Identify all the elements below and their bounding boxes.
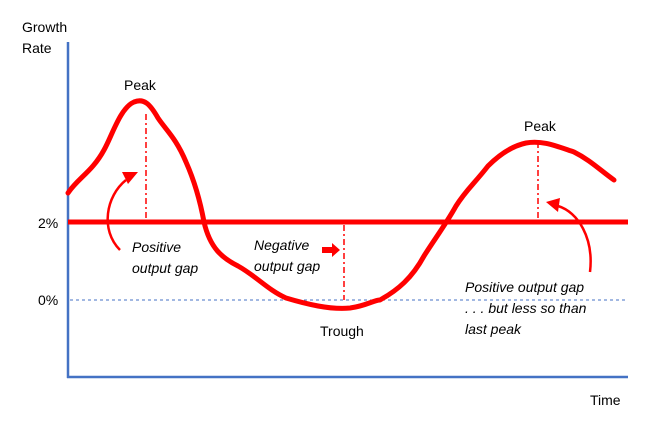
- positive-gap-1-line1: Positive: [132, 239, 181, 255]
- tick-label-2pct: 2%: [38, 215, 58, 231]
- y-axis-label-line2: Rate: [22, 40, 52, 56]
- positive-gap-2-line3: last peak: [465, 321, 522, 337]
- x-axis-label: Time: [590, 392, 621, 408]
- trough-label: Trough: [320, 323, 364, 339]
- tick-label-0pct: 0%: [38, 292, 58, 308]
- business-cycle-curve: [65, 98, 617, 311]
- negative-gap-arrow: [322, 243, 340, 257]
- negative-gap-line1: Negative: [254, 237, 309, 253]
- peak-2-label: Peak: [524, 118, 557, 134]
- positive-gap-1-line2: output gap: [132, 260, 198, 276]
- positive-gap-2-arrowhead: [546, 198, 560, 212]
- positive-gap-1-arrow: [106, 179, 127, 251]
- peak-1-label: Peak: [124, 77, 157, 93]
- negative-gap-line2: output gap: [254, 258, 320, 274]
- positive-gap-2-arrow: [557, 204, 592, 273]
- positive-gap-2-line2: . . . but less so than: [465, 300, 587, 316]
- positive-gap-2-line1: Positive output gap: [465, 279, 584, 295]
- y-axis-label-line1: Growth: [22, 19, 67, 35]
- positive-gap-1-arrowhead: [122, 172, 138, 184]
